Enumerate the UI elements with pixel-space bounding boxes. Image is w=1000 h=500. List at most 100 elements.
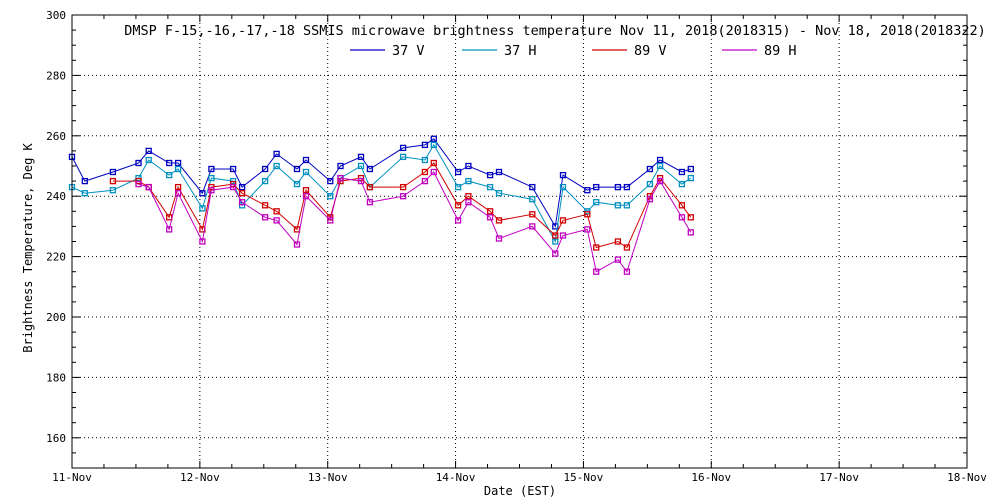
data-point-37-h (687, 174, 694, 182)
data-point-89-v (454, 202, 462, 209)
x-tick-label: 13-Nov (308, 471, 348, 484)
data-point-37-v (261, 165, 269, 173)
data-point-37-h (559, 183, 567, 191)
data-point-89-h (646, 196, 654, 203)
x-tick-label: 11-Nov (52, 471, 92, 484)
data-point-37-v (273, 150, 280, 158)
y-tick-label: 260 (46, 130, 66, 143)
data-point-89-h (678, 214, 686, 221)
data-point-37-v (656, 156, 664, 164)
y-tick-label: 180 (46, 371, 66, 384)
series-37-v (68, 135, 694, 230)
data-point-37-v (199, 190, 206, 197)
data-point-37-v (81, 177, 88, 185)
data-point-89-h (337, 174, 344, 182)
data-point-37-v (614, 183, 622, 191)
data-point-37-v (465, 162, 472, 170)
series-89-h (135, 168, 694, 275)
data-point-89-h (687, 229, 694, 236)
data-point-89-v (273, 208, 280, 215)
data-point-89-h (593, 268, 600, 275)
y-tick-label: 220 (46, 251, 66, 264)
legend-label-89-h: 89 H (764, 43, 797, 59)
series-line-37-v (71, 138, 691, 228)
data-point-89-h (135, 180, 142, 188)
data-point-89-v (399, 183, 407, 191)
x-tick-label: 15-Nov (564, 471, 604, 484)
data-point-37-v (559, 171, 567, 179)
data-point-89-v (421, 168, 429, 176)
data-point-89-v (486, 208, 494, 215)
data-point-89-h (166, 226, 173, 233)
data-point-37-h (593, 199, 600, 206)
data-point-89-h (421, 177, 429, 185)
x-tick-label: 17-Nov (819, 471, 859, 484)
data-point-89-h (238, 199, 246, 206)
data-point-37-v (327, 177, 334, 185)
data-point-37-h (614, 202, 622, 209)
data-point-37-v (366, 165, 374, 173)
data-point-37-h (465, 177, 472, 185)
data-point-37-v (145, 147, 152, 155)
series-line-89-v (112, 162, 692, 249)
data-point-37-h (656, 162, 664, 170)
data-point-89-h (199, 238, 206, 245)
data-point-37-v (109, 168, 117, 176)
data-point-37-v (399, 144, 407, 152)
data-point-89-h (208, 187, 215, 194)
data-point-37-v (486, 171, 494, 179)
x-tick-label: 12-Nov (180, 471, 220, 484)
data-point-37-v (495, 168, 503, 176)
data-point-37-h (421, 156, 429, 164)
data-point-37-v (529, 183, 536, 191)
data-point-89-h (229, 183, 237, 191)
data-point-37-v (238, 183, 246, 191)
data-point-89-v (529, 211, 536, 218)
data-point-89-h (529, 223, 536, 230)
data-point-89-v (366, 183, 374, 191)
data-point-37-v (135, 159, 142, 167)
data-point-89-v (109, 177, 117, 185)
y-tick-label: 200 (46, 311, 66, 324)
data-point-89-h (623, 268, 631, 275)
legend-label-89-v: 89 V (634, 43, 667, 59)
x-tick-label: 18-Nov (947, 471, 987, 484)
x-tick-label: 16-Nov (691, 471, 731, 484)
tick-labels: 11-Nov 12-Nov 13-Nov 14-Nov 15-Nov 16-Nov 17-N… (46, 9, 987, 484)
data-point-89-h (273, 217, 280, 224)
data-point-37-h (495, 190, 503, 197)
data-point-37-h (486, 183, 494, 191)
data-point-37-h (357, 162, 365, 170)
data-point-89-h (327, 217, 334, 224)
data-point-89-v (174, 183, 182, 191)
data-point-89-h (465, 199, 472, 206)
data-point-89-v (687, 214, 694, 221)
x-axis-label: Date (EST) (484, 484, 556, 498)
data-point-37-h (430, 141, 437, 149)
data-point-37-h (623, 202, 631, 209)
y-tick-label: 240 (46, 190, 66, 203)
data-point-37-h (327, 193, 334, 200)
data-point-89-h (430, 168, 437, 176)
plot-frame (71, 14, 968, 469)
y-tick-label: 300 (46, 9, 66, 22)
data-point-37-v (454, 168, 462, 176)
data-point-89-h (302, 193, 310, 200)
data-point-37-h (454, 183, 462, 191)
data-point-37-v (623, 183, 631, 191)
data-point-89-v (559, 217, 567, 224)
data-point-89-v (430, 159, 437, 167)
data-point-37-v (430, 135, 437, 142)
data-point-89-v (678, 202, 686, 209)
data-point-37-v (208, 165, 215, 173)
data-point-89-h (614, 256, 622, 263)
series-layer (68, 135, 694, 275)
data-point-89-h (454, 217, 462, 224)
data-point-89-h (656, 177, 664, 185)
data-point-89-v (593, 244, 600, 251)
data-point-89-v (552, 232, 559, 239)
data-point-37-v (421, 141, 429, 149)
data-point-89-h (486, 214, 494, 221)
data-point-89-h (559, 232, 567, 239)
